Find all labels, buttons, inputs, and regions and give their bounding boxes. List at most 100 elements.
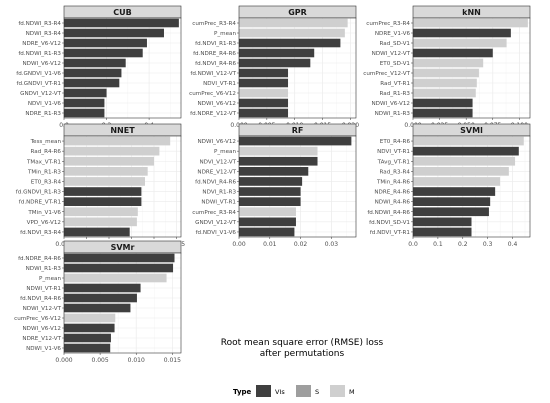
bar [413,108,473,118]
y-tick-label: NDWI_V1-V6 [26,346,61,352]
y-tick-label: NDVI_VT-R1 [203,81,236,87]
x-tick-label: 0.03 [325,241,339,248]
legend-label-m: M [349,388,355,396]
panel-border [412,135,531,238]
y-tick-label: Tess_mean [30,139,62,145]
bar [64,293,137,303]
bar [413,98,473,108]
bar [239,48,315,58]
bar [64,207,138,217]
bar [239,167,309,176]
y-tick-label: fd.NDVI_VT-R1 [370,230,411,236]
axis-title-line-1: Root mean square error (RMSE) loss [221,338,384,348]
y-tick-label: Rad_VT-R1 [380,81,410,87]
legend-label-vis: VIs [275,388,285,396]
bar [239,18,348,28]
y-tick-label: fd.NDVI_R4-R6 [195,61,236,67]
y-tick-label: NDWI_VT-R1 [201,200,236,206]
panel-nnet: NNET Tess_mean Rad_R4-R6 TMax_VT-R1 TMin_R1-… [16,123,185,248]
bar [239,217,296,227]
y-tick-label: NDVI_VT-R1 [377,149,410,155]
panel-title: SVMl [460,126,483,135]
bar [239,108,289,118]
y-tick-label: NDVI_R1-R3 [202,190,236,196]
y-tick-label: fd.NDVI_R3-R4 [20,230,61,236]
bar [413,156,516,166]
y-tick-label: NDWI_V6-V12 [198,139,237,145]
y-tick-label: VPD_V6-V12 [27,220,61,226]
panels-layer: CUB fd.NDWI_R3-R4 NDWI_R3-R4 NDRE_V6-V12 fd.… [14,5,531,364]
panel-title: CUB [113,8,131,17]
bar [413,18,528,28]
axis-title-line-2: after permutations [260,349,345,359]
y-tick-label: ET0_SD-V1 [380,61,411,67]
bar [413,28,511,38]
panel-border [63,135,182,238]
y-tick-label: Rad_R4-R6 [31,149,62,155]
y-tick-label: cumPrec_V6-V12 [189,91,236,97]
panel-border [63,252,182,354]
x-tick-label: 0.2 [458,241,468,248]
y-tick-label: fd.NDVI_V1-V6 [196,230,237,236]
bar [413,38,507,48]
x-tick-label: 0.1 [433,241,443,248]
panel-title: GPR [288,8,307,17]
y-tick-label: NDWI_VT-R1 [26,286,61,292]
bar [64,217,137,227]
bar [239,177,303,186]
bar [64,38,147,48]
y-tick-label: GNDVI_V12-VT [195,220,236,226]
bar [239,197,301,206]
bar [413,207,489,217]
legend-key-s [296,385,311,397]
bar [64,167,148,176]
bar [239,38,341,48]
y-tick-label: GNDVI_V12-VT [20,91,61,97]
bar [413,48,493,58]
y-tick-label: P_mean [214,149,236,155]
y-tick-label: fd.NDVI_R4-R6 [195,179,236,185]
y-tick-label: fd.NDRE_V12-VT [190,111,236,117]
y-tick-label: NDWI_V6-V12 [23,61,62,67]
bar [413,167,509,176]
y-tick-label: NDRE_V6-V12 [22,41,61,47]
bar [413,177,501,186]
y-tick-label: fd.NDWI_R4-R6 [367,210,410,216]
y-tick-label: fd.NDWI_R3-R4 [18,21,61,27]
bar [413,136,524,146]
y-tick-label: NDWI_R4-R6 [375,200,411,206]
bar [239,187,301,196]
panel-title: SVMr [111,243,135,252]
panel-rf: RF NDWI_V6-V12 P_mean NDVI_V12-VT NDRE_V12-V… [192,123,357,248]
bar [64,273,167,283]
panel-svml: SVMl ET0_R4-R6 NDVI_VT-R1 TAvg_VT-R1 Rad_R3-… [367,123,531,248]
bar [239,78,289,88]
bar [64,187,142,196]
legend-title: Type [233,388,252,396]
y-tick-label: fd.NDWI_V12-VT [190,71,236,77]
x-tick-label: 0.000 [55,357,72,364]
y-tick-label: NDWI_V6-V12 [198,101,237,107]
y-tick-label: TMin_R4-R6 [376,179,410,185]
bar [64,98,105,108]
bar [64,227,130,237]
x-tick-label: 0.3 [483,241,493,248]
y-tick-label: P_mean [214,31,236,37]
bar [239,136,352,146]
y-tick-label: cumPrec_R3-R4 [192,210,236,216]
bar [64,343,111,353]
y-tick-label: NDWI_R3-R4 [26,31,62,37]
panel-gpr: GPR cumPrec_R3-R4 P_mean fd.NDVI_R1-R3 fd.ND… [189,5,359,129]
y-tick-label: ET0_R4-R6 [380,139,411,145]
y-tick-label: NDRE_V12-VT [22,336,61,342]
y-tick-label: fd.NDVI_R4-R6 [20,296,61,302]
y-tick-label: cumPrec_R3-R4 [192,21,236,27]
y-tick-label: ET0_R3-R4 [31,179,62,185]
y-tick-label: fd.NDWI_R1-R3 [18,51,61,57]
bar [413,187,496,196]
bar [64,88,107,98]
panel-svmr: SVMr fd.NDRE_R4-R6 NDWI_R1-R3 P_mean NDWI_VT… [14,240,182,364]
bar [413,197,491,206]
y-tick-label: TMin_V1-V6 [27,210,61,216]
bar [239,207,296,217]
